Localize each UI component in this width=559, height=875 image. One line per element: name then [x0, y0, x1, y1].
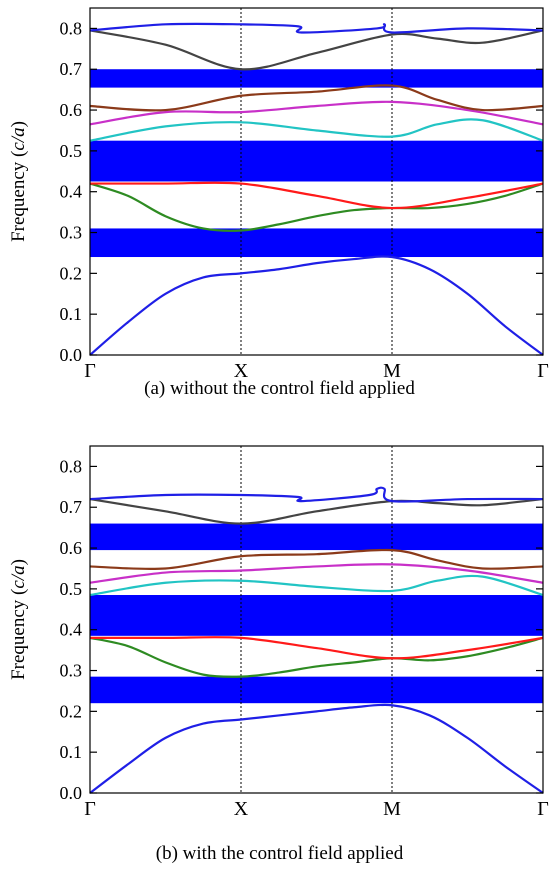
band-line-3: [89, 118, 544, 142]
y-tick-label: 0.7: [60, 497, 83, 517]
y-tick-label: 0.2: [60, 701, 83, 721]
band-gap-2: [90, 523, 543, 551]
x-tick-label: M: [383, 798, 401, 818]
plot-frame: [89, 7, 544, 356]
chart-b-svg: 0.0 0.1 0.2 0.3 0.4 0.5 0.6 0.7 0.8 Γ X M Γ Frequency…: [8, 445, 549, 820]
band-line-6: [89, 29, 544, 71]
band-line-2: [89, 181, 544, 210]
y-axis-label: Frequency (c/a): [8, 559, 29, 680]
y-tick-label: 0.3: [60, 661, 83, 681]
x-tick-label: Γ: [84, 360, 96, 380]
caption-a: (a) without the control field applied: [144, 378, 415, 399]
band-line-5: [89, 84, 544, 112]
band-line-2: [90, 636, 544, 660]
band-gap-0: [90, 676, 543, 704]
caption-b: (b) with the control field applied: [155, 843, 404, 864]
band-line-1: [89, 636, 544, 678]
band-line-7: [89, 22, 544, 34]
x-tick-label: X: [234, 798, 249, 818]
y-tick-label: 0.0: [60, 345, 83, 365]
y-tick-label: 0.3: [60, 223, 83, 243]
y-tick-label: 0.8: [60, 18, 83, 38]
y-tick-label: 0.4: [60, 620, 83, 640]
band-line-4: [89, 100, 544, 126]
band-gap-0: [90, 228, 543, 258]
y-tick-label: 0.5: [60, 579, 83, 599]
band-line-0: [89, 703, 544, 794]
plot-frame: [89, 445, 544, 794]
band-gap-1: [90, 595, 543, 636]
band-line-3: [89, 574, 544, 597]
y-tick-label: 0.0: [60, 783, 83, 803]
band-line-1: [89, 182, 544, 232]
band-line-6: [89, 497, 544, 525]
band-gap-2: [90, 69, 543, 88]
chart-panel-a: 0.0 0.1 0.2 0.3 0.4 0.5 0.6 0.7 0.8 Γ X M Γ Frequency…: [0, 0, 559, 382]
y-tick-label: 0.8: [60, 456, 83, 476]
y-tick-label: 0.7: [60, 59, 83, 79]
y-tick-label: 0.1: [60, 742, 83, 762]
band-line-7: [89, 486, 544, 503]
band-line-4: [89, 563, 544, 584]
y-tick-label: 0.2: [60, 263, 83, 283]
y-tick-label: 0.5: [60, 141, 83, 161]
x-tick-label: Γ: [537, 798, 549, 818]
x-tick-label: M: [383, 360, 401, 380]
x-tick-label: Γ: [537, 360, 549, 380]
y-tick-label: 0.1: [60, 304, 83, 324]
x-tick-label: Γ: [84, 798, 96, 818]
chart-panel-b: 0.0 0.1 0.2 0.3 0.4 0.5 0.6 0.7 0.8 Γ X M Γ Frequency…: [0, 438, 559, 820]
x-tick-label: X: [234, 360, 249, 380]
y-axis-label: Frequency (c/a): [8, 121, 29, 242]
y-tick-label: 0.6: [60, 100, 83, 120]
y-tick-label: 0.6: [60, 538, 83, 558]
y-tick-label: 0.4: [60, 182, 83, 202]
band-line-0: [89, 255, 544, 356]
band-gap-1: [90, 140, 543, 182]
band-line-5: [89, 548, 544, 571]
chart-a-svg: 0.0 0.1 0.2 0.3 0.4 0.5 0.6 0.7 0.8 Γ X M Γ Frequency…: [8, 7, 549, 382]
